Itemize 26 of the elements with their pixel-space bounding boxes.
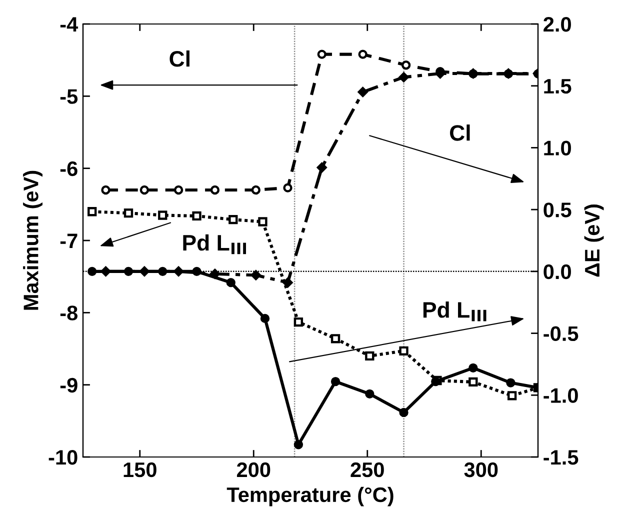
y-tick-label: -8 — [60, 306, 78, 320]
y2-tick-label: -1.5 — [544, 450, 578, 465]
y2-tick-label: 1.5 — [544, 79, 572, 94]
x-tick-label: 150 — [124, 462, 156, 478]
x-tick-label: 200 — [236, 462, 270, 478]
x-tick-label: 300 — [464, 462, 498, 478]
annotation: Cl — [450, 124, 470, 141]
annotation: Pd L$_{III}$ — [423, 301, 486, 322]
y2-axis-title: ΔE (eV) — [584, 204, 604, 277]
y2-tick-label: -0.5 — [544, 326, 578, 342]
y-axis-title: Maximum (eV) — [23, 170, 42, 310]
y2-tick-label: 0.5 — [544, 202, 572, 218]
x-axis-title: Temperature (°C) — [226, 486, 394, 506]
y-tick-label: -9 — [60, 378, 78, 393]
y-tick-label: -5 — [60, 89, 78, 104]
y-tick-label: -4 — [60, 17, 78, 32]
y2-tick-label: -1.0 — [544, 388, 578, 403]
annotation: Pd L$_{III}$ — [183, 234, 246, 254]
y2-tick-label: 0.0 — [544, 264, 571, 280]
y2-tick-label: 1.0 — [544, 140, 571, 156]
x-tick-label: 250 — [350, 462, 384, 478]
y-tick-label: -6 — [60, 161, 78, 176]
y2-tick-label: 2.0 — [544, 17, 571, 32]
y-tick-label: -7 — [60, 234, 78, 248]
annotation: Cl — [170, 50, 190, 67]
y-tick-label: -10 — [48, 450, 78, 465]
